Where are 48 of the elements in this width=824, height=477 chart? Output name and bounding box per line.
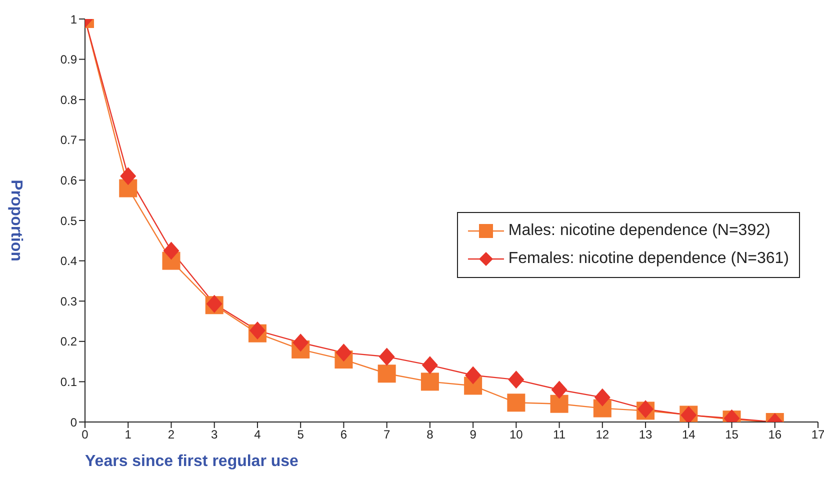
point	[551, 380, 568, 399]
point	[163, 242, 180, 260]
y-axis-title: Proportion	[7, 180, 24, 262]
y-tick-label: 0.6	[60, 173, 78, 188]
y-tick-label: 1	[70, 12, 78, 26]
x-tick-label: 9	[470, 428, 477, 442]
point	[508, 370, 524, 389]
y-tick-label: 0.4	[60, 254, 78, 268]
legend-label: Females: nicotine dependence (N=361)	[508, 249, 789, 269]
point	[119, 179, 138, 198]
legend-label: Males: nicotine dependence (N=392)	[508, 221, 770, 241]
y-tick-label: 0.2	[60, 334, 78, 349]
x-tick-label: 8	[426, 428, 434, 442]
point	[120, 167, 136, 186]
x-tick-label: 15	[725, 428, 739, 442]
point	[465, 366, 482, 384]
y-tick-label: 0	[70, 415, 78, 430]
x-tick-label: 14	[682, 428, 696, 442]
x-tick-label: 16	[768, 428, 782, 442]
point	[378, 364, 396, 383]
x-tick-label: 2	[168, 428, 175, 442]
x-axis-title: Years since first regular use	[85, 453, 299, 470]
x-tick-label: 5	[297, 428, 304, 442]
y-tick-label: 0.3	[60, 294, 78, 308]
point	[378, 348, 395, 366]
point	[507, 394, 526, 412]
point	[550, 394, 568, 413]
y-tick-label: 0.5	[60, 214, 78, 228]
x-tick-label: 17	[811, 428, 824, 442]
y-tick-label: 0.1	[60, 374, 78, 389]
y-tick-label: 0.7	[60, 133, 78, 148]
y-tick-label: 0.8	[60, 92, 78, 107]
point	[420, 372, 439, 391]
x-tick-label: 7	[383, 428, 390, 442]
point	[336, 344, 352, 362]
x-tick-label: 4	[254, 428, 262, 442]
x-tick-label: 11	[553, 428, 566, 442]
y-tick-label: 0.9	[60, 52, 78, 67]
point	[292, 334, 309, 352]
x-tick-label: 13	[638, 428, 653, 442]
point	[422, 356, 438, 374]
x-tick-label: 0	[82, 428, 89, 442]
x-tick-label: 6	[340, 428, 348, 442]
point	[594, 388, 610, 406]
x-tick-label: 10	[509, 428, 524, 442]
x-tick-label: 12	[596, 428, 610, 442]
x-tick-label: 1	[124, 428, 132, 442]
x-tick-label: 3	[211, 428, 218, 442]
